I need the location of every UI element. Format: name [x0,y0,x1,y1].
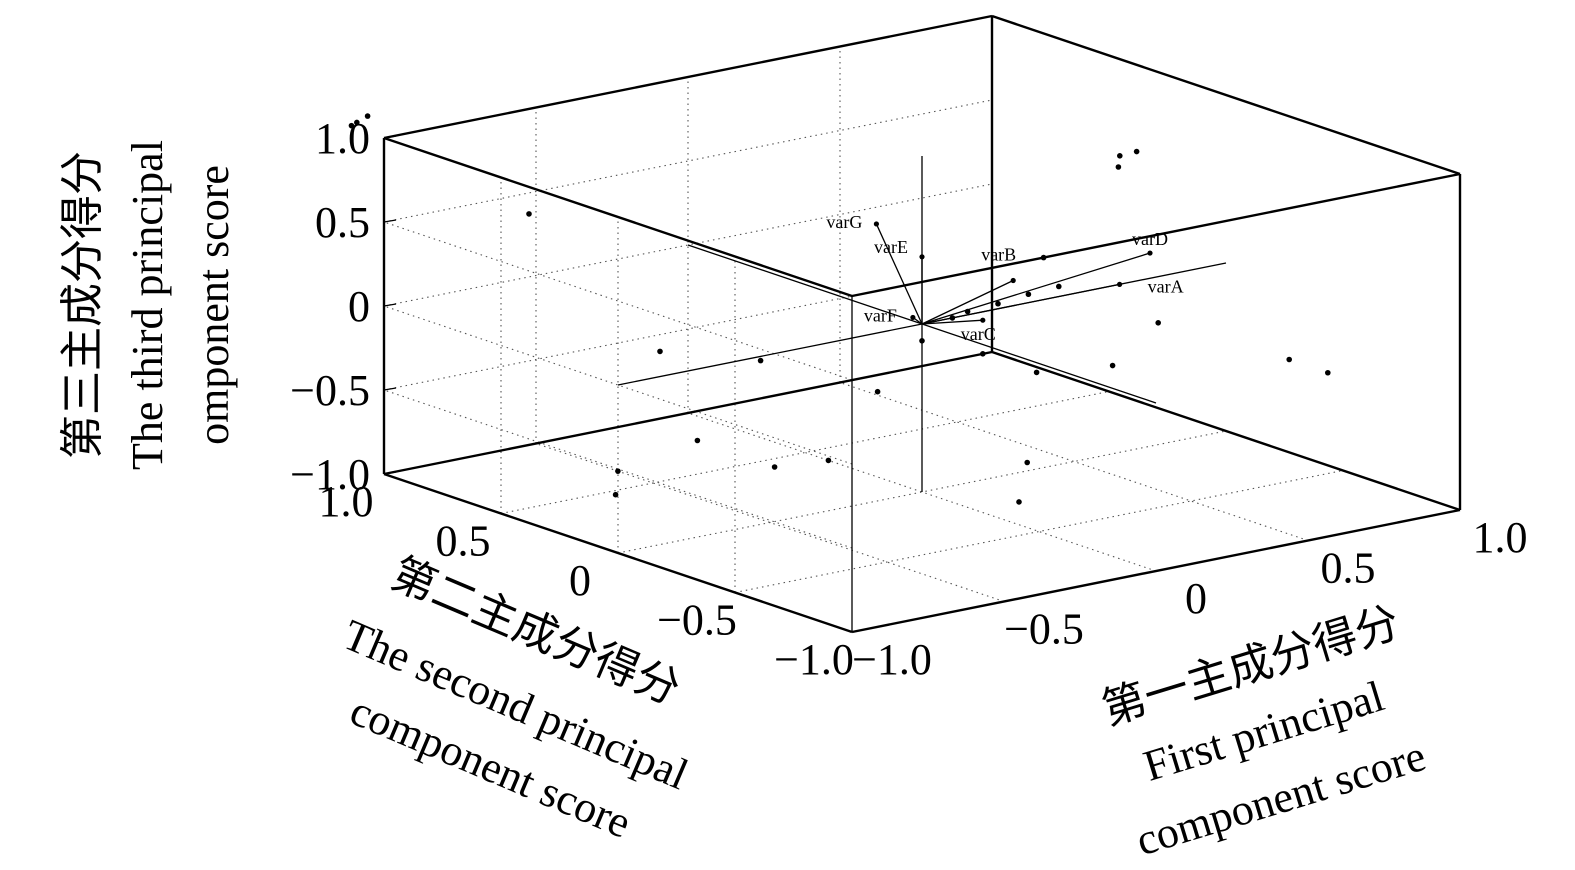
box-edge [383,14,993,140]
box-edge [991,14,1461,176]
y-tick-label: 0.5 [436,517,491,566]
z-tick-mark [383,135,397,139]
score-point [825,457,832,464]
z-axis-title: 第三主成分得分 The third principal omponent sco… [58,140,238,470]
grid-line [734,469,1344,594]
score-point [354,119,360,126]
box-edge [991,350,1461,512]
score-point [949,315,956,321]
x-tick-label: 0.5 [1321,544,1376,593]
loading-label-vara: varA [1148,276,1184,296]
score-point [771,464,778,470]
y-tick-label: 1.0 [319,477,374,526]
score-point [1115,164,1122,170]
z-tick-label: −1.0 [290,450,370,499]
score-point [364,113,371,119]
score-point [1033,369,1040,376]
grid-line [839,381,1309,542]
box-edge [383,350,993,476]
z-axis-title-line2: The third principal [123,140,172,470]
z-tick-mark [383,387,397,391]
score-point [615,468,621,474]
loading-label-vare: varE [874,237,908,257]
x-tick-label: 0 [1185,574,1207,623]
y-tick-label: −1.0 [774,635,854,684]
y-tick-label: −0.5 [657,596,737,645]
score-point [1025,291,1032,298]
score-point [612,491,619,498]
loading-label-vard: varD [1132,229,1168,249]
score-point [657,348,663,355]
grid-line [383,221,853,381]
score-point [1117,153,1123,159]
x-axis-title: 第一主成分得分 First principal component score [1096,598,1431,866]
loading-point-vare [919,254,925,260]
score-points [348,113,1331,505]
grid-lines [383,46,1344,603]
loading-point-varc [980,317,986,323]
loading-point-vard [1147,250,1153,256]
z-tick-label: 0 [348,282,370,331]
score-point [1155,320,1161,326]
loading-label-varf: varF [864,305,897,325]
z-tick-label: 0.5 [315,198,370,247]
z-tick-mark [383,303,397,307]
loading-vector-varb [921,279,1014,325]
score-point [1133,148,1140,155]
loading-vectors: varA varB varC varD varE varF varG [826,212,1183,344]
score-point [1056,283,1062,290]
z-tick-mark [383,471,397,475]
loading-label-varc: varC [961,324,996,344]
loading-point-varg [873,221,880,227]
score-point [1024,459,1030,466]
score-point [980,351,986,357]
y-tick-label: 0 [569,556,591,605]
box-edge [851,508,1461,634]
loading-label-varg: varG [826,212,862,232]
box-edge [851,172,1461,298]
z-tick-label: 1.0 [315,114,370,163]
score-point [964,308,971,315]
loading-vector-vard [921,252,1151,325]
x-tick-label: −1.0 [852,635,932,684]
z-axis-title-cn: 第三主成分得分 [58,151,107,459]
score-point [995,300,1001,307]
x-tick-label: 1.0 [1473,513,1528,562]
z-axis-title-line3: omponent score [189,165,238,445]
x-tick-label: −0.5 [1004,605,1084,654]
score-point [1040,254,1047,261]
grid-line [500,390,1110,515]
score-point [1286,356,1292,363]
score-point [1325,369,1331,376]
score-point [348,122,355,129]
score-point [1016,499,1022,505]
loading-label-varb: varB [981,245,1016,265]
score-point [694,437,701,444]
z-tick-label: −0.5 [290,366,370,415]
box-edge [383,136,853,298]
loading-point-varb [1010,277,1016,284]
z-tick-mark [383,219,397,223]
box-edge [383,472,853,634]
score-point [1109,362,1116,369]
score-point [757,357,764,364]
score-point [874,388,881,395]
tick-labels: −1.0−0.500.51.0−1.0−0.500.51.0−1.0−0.500… [290,114,1527,684]
score-point [919,338,925,344]
loading-vector-varc [921,319,983,325]
score-point [526,211,532,217]
loading-point-vara [1117,281,1123,287]
loading-point-varf [910,314,916,321]
y-axis-title: 第二主成分得分 The second principal component s… [336,549,695,848]
loading-vector-varg [875,223,923,325]
